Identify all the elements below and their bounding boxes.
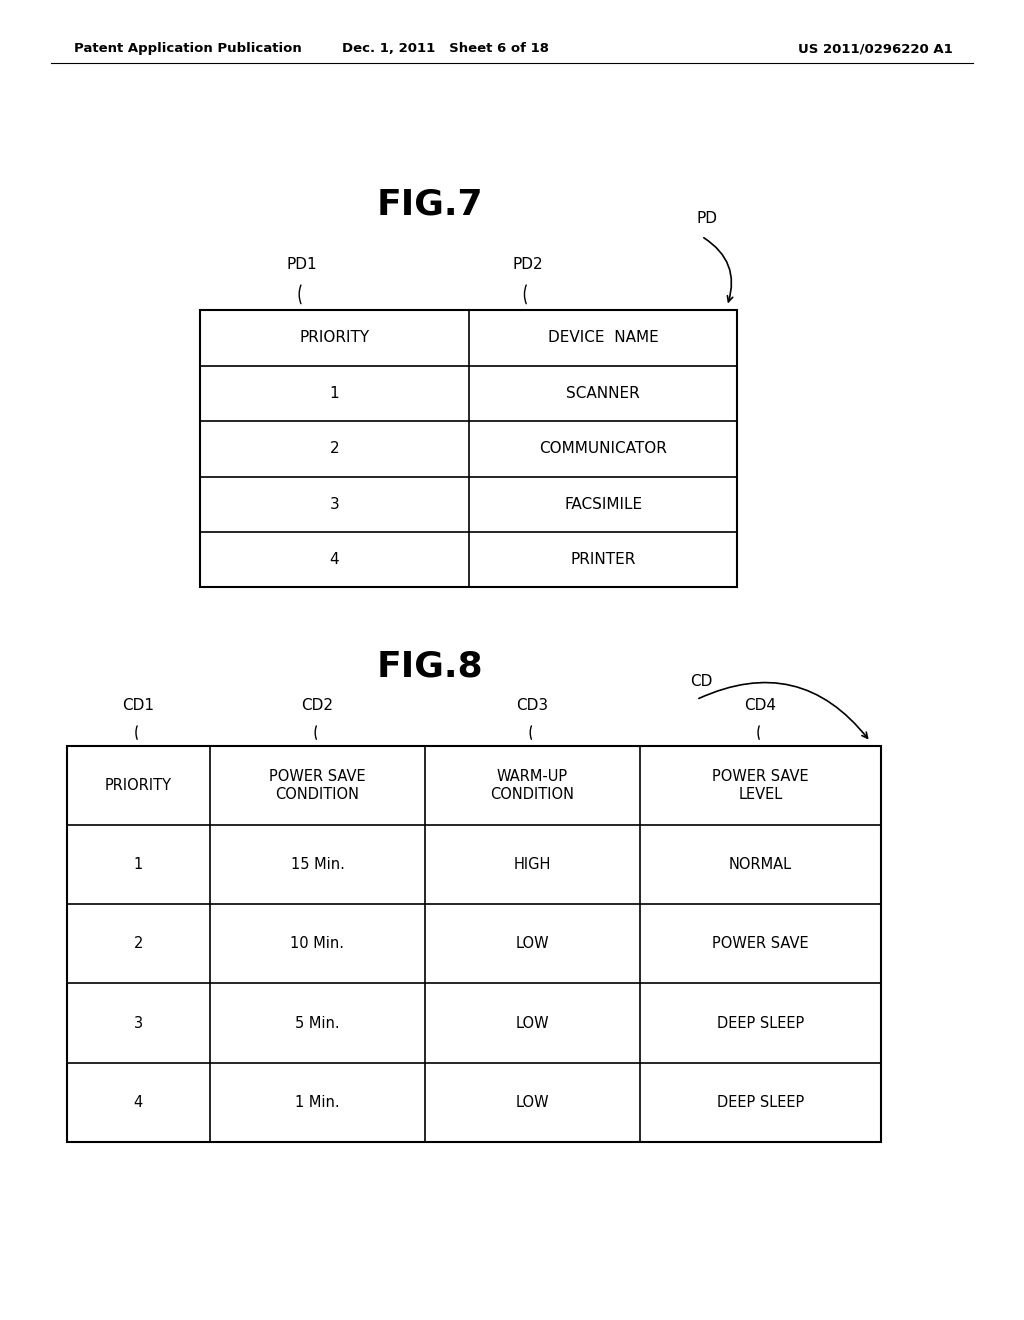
Text: POWER SAVE: POWER SAVE xyxy=(712,936,809,952)
Text: 1: 1 xyxy=(133,857,143,873)
Text: FIG.7: FIG.7 xyxy=(377,187,483,222)
Text: CD3: CD3 xyxy=(516,698,549,713)
Text: PD: PD xyxy=(696,211,717,226)
Text: 1 Min.: 1 Min. xyxy=(295,1094,340,1110)
Text: LOW: LOW xyxy=(516,1094,549,1110)
Text: DEVICE  NAME: DEVICE NAME xyxy=(548,330,658,346)
Text: 3: 3 xyxy=(134,1015,142,1031)
Text: 1: 1 xyxy=(330,385,339,401)
Text: 5 Min.: 5 Min. xyxy=(295,1015,340,1031)
Text: 3: 3 xyxy=(330,496,339,512)
Text: COMMUNICATOR: COMMUNICATOR xyxy=(540,441,667,457)
Text: 15 Min.: 15 Min. xyxy=(291,857,344,873)
Text: CD2: CD2 xyxy=(301,698,334,713)
Text: HIGH: HIGH xyxy=(514,857,551,873)
Text: FACSIMILE: FACSIMILE xyxy=(564,496,642,512)
Text: Dec. 1, 2011   Sheet 6 of 18: Dec. 1, 2011 Sheet 6 of 18 xyxy=(342,42,549,55)
Text: 4: 4 xyxy=(133,1094,143,1110)
Text: PD2: PD2 xyxy=(512,257,543,272)
Text: CD4: CD4 xyxy=(744,698,776,713)
Bar xyxy=(200,310,737,587)
Text: 10 Min.: 10 Min. xyxy=(291,936,344,952)
Text: PRINTER: PRINTER xyxy=(570,552,636,568)
Text: US 2011/0296220 A1: US 2011/0296220 A1 xyxy=(798,42,952,55)
Text: LOW: LOW xyxy=(516,936,549,952)
Text: NORMAL: NORMAL xyxy=(729,857,792,873)
Text: WARM-UP
CONDITION: WARM-UP CONDITION xyxy=(490,768,574,803)
Text: PRIORITY: PRIORITY xyxy=(104,777,172,793)
Text: FIG.8: FIG.8 xyxy=(377,649,483,684)
Text: Patent Application Publication: Patent Application Publication xyxy=(74,42,301,55)
Text: PRIORITY: PRIORITY xyxy=(299,330,370,346)
Text: CD: CD xyxy=(690,675,713,689)
Bar xyxy=(67,746,881,1142)
Text: 2: 2 xyxy=(330,441,339,457)
Text: SCANNER: SCANNER xyxy=(566,385,640,401)
Text: 2: 2 xyxy=(133,936,143,952)
Text: DEEP SLEEP: DEEP SLEEP xyxy=(717,1015,804,1031)
Text: POWER SAVE
LEVEL: POWER SAVE LEVEL xyxy=(712,768,809,803)
Text: LOW: LOW xyxy=(516,1015,549,1031)
Text: PD1: PD1 xyxy=(287,257,317,272)
Text: 4: 4 xyxy=(330,552,339,568)
Text: POWER SAVE
CONDITION: POWER SAVE CONDITION xyxy=(269,768,366,803)
Text: CD1: CD1 xyxy=(122,698,155,713)
Text: DEEP SLEEP: DEEP SLEEP xyxy=(717,1094,804,1110)
